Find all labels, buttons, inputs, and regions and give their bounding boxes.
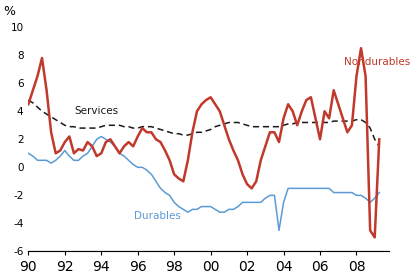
Text: Nondurables: Nondurables <box>344 57 410 67</box>
Text: Services: Services <box>74 106 118 116</box>
Text: %: % <box>3 5 15 18</box>
Text: Durables: Durables <box>134 211 181 221</box>
